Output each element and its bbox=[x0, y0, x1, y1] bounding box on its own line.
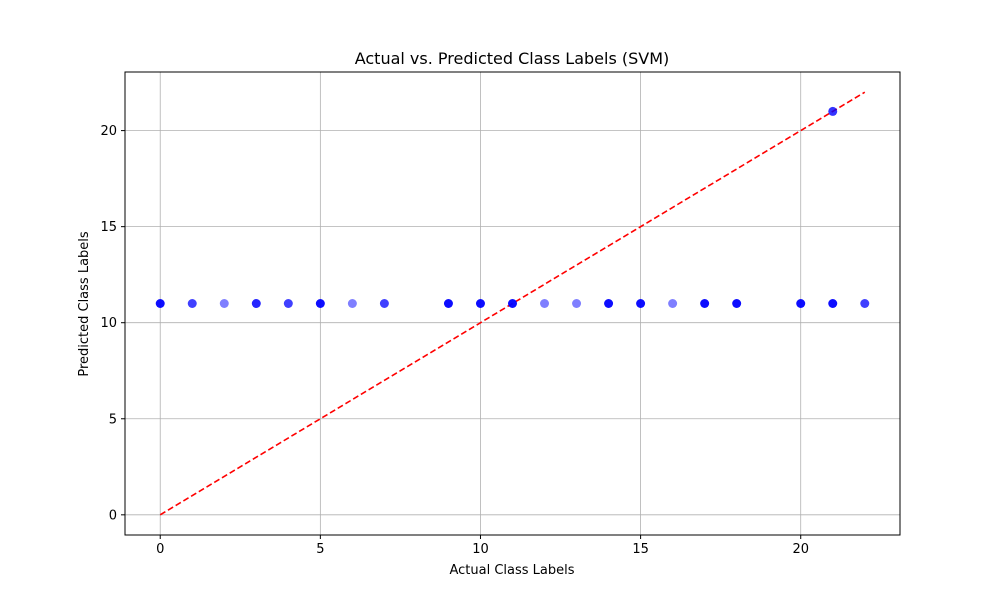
data-point bbox=[475, 299, 485, 308]
data-point bbox=[251, 299, 261, 308]
x-tick-label: 0 bbox=[156, 542, 164, 557]
y-tick-label: 0 bbox=[109, 508, 117, 523]
data-point bbox=[508, 299, 517, 308]
data-point bbox=[604, 299, 614, 308]
data-point bbox=[572, 299, 582, 308]
data-point bbox=[155, 299, 165, 308]
data-point bbox=[828, 106, 838, 116]
plot-frame bbox=[124, 71, 901, 536]
data-point bbox=[187, 299, 197, 308]
data-point bbox=[828, 299, 838, 308]
axis-ticks: 0 5 10 15 20 0 5 10 15 20 bbox=[100, 124, 809, 557]
data-point bbox=[700, 299, 710, 308]
data-point bbox=[315, 299, 325, 308]
data-point bbox=[219, 299, 229, 308]
data-point bbox=[732, 299, 742, 308]
x-tick-label: 15 bbox=[632, 542, 649, 557]
data-point bbox=[540, 299, 550, 308]
chart-title: Actual vs. Predicted Class Labels (SVM) bbox=[355, 49, 670, 68]
data-point bbox=[668, 299, 678, 308]
data-point bbox=[443, 299, 453, 308]
y-tick-label: 20 bbox=[100, 124, 117, 139]
data-points bbox=[155, 106, 870, 308]
y-tick-label: 10 bbox=[100, 316, 117, 331]
x-tick-label: 20 bbox=[792, 542, 809, 557]
y-tick-label: 5 bbox=[109, 412, 117, 427]
data-point bbox=[283, 299, 293, 308]
x-tick-label: 5 bbox=[316, 542, 324, 557]
data-point bbox=[379, 299, 389, 308]
x-tick-label: 10 bbox=[472, 542, 489, 557]
data-point bbox=[796, 299, 806, 308]
x-axis-label: Actual Class Labels bbox=[449, 563, 574, 578]
data-point bbox=[636, 299, 646, 308]
y-tick-label: 15 bbox=[100, 220, 117, 235]
data-point bbox=[860, 299, 870, 308]
data-point bbox=[347, 299, 357, 308]
y-axis-label: Predicted Class Labels bbox=[77, 231, 92, 377]
